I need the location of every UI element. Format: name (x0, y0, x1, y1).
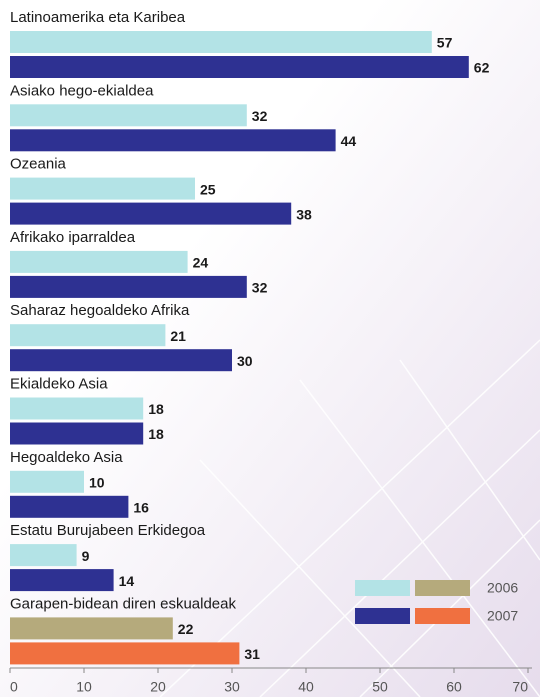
value-label: 38 (296, 206, 312, 222)
bar (10, 349, 232, 372)
legend-swatch (415, 608, 470, 624)
category-label: Asiako hego-ekialdea (10, 82, 154, 99)
bar (10, 202, 292, 225)
bar (10, 31, 432, 53)
x-tick-label: 10 (76, 679, 92, 695)
bar (10, 250, 188, 273)
value-label: 9 (82, 548, 90, 564)
value-label: 31 (244, 646, 260, 662)
legend-label: 2007 (487, 608, 518, 624)
category-label: Ozeania (10, 156, 67, 173)
value-label: 44 (341, 133, 357, 149)
value-label: 18 (148, 426, 164, 442)
bar (10, 275, 247, 298)
value-label: 16 (133, 500, 149, 516)
x-tick-label: 70 (512, 679, 528, 695)
value-label: 21 (170, 328, 186, 344)
value-label: 30 (237, 353, 253, 369)
bar (10, 177, 195, 200)
value-label: 62 (474, 60, 490, 76)
bar (10, 104, 247, 127)
bar (10, 470, 84, 493)
x-tick-label: 20 (150, 679, 166, 695)
bar (10, 544, 77, 567)
bar (10, 422, 144, 445)
category-label: Afrikako iparraldea (10, 229, 136, 246)
value-label: 25 (200, 181, 216, 197)
category-label: Ekialdeko Asia (10, 375, 108, 392)
x-tick-label: 30 (224, 679, 240, 695)
value-label: 22 (178, 621, 194, 637)
category-label: Hegoaldeko Asia (10, 449, 123, 466)
legend-swatch (355, 608, 410, 624)
x-tick-label: 60 (446, 679, 462, 695)
legend-label: 2006 (487, 580, 518, 596)
legend-swatch (355, 580, 410, 596)
value-label: 57 (437, 35, 453, 51)
x-tick-label: 40 (298, 679, 314, 695)
bar (10, 324, 166, 347)
bar (10, 397, 144, 420)
value-label: 32 (252, 108, 268, 124)
bar (10, 129, 336, 152)
value-label: 24 (193, 255, 209, 271)
x-tick-label: 0 (10, 679, 18, 695)
value-label: 10 (89, 475, 105, 491)
x-tick-label: 50 (372, 679, 388, 695)
bar (10, 569, 114, 592)
value-label: 18 (148, 401, 164, 417)
legend-swatch (415, 580, 470, 596)
category-label: Saharaz hegoaldeko Afrika (10, 302, 190, 319)
category-label: Estatu Burujabeen Erkidegoa (10, 522, 206, 539)
category-label: Latinoamerika eta Karibea (10, 9, 186, 26)
value-label: 32 (252, 280, 268, 296)
bar (10, 642, 240, 665)
bar (10, 56, 469, 78)
value-label: 14 (119, 573, 135, 589)
category-label: Garapen-bidean diren eskualdeak (10, 595, 236, 612)
bar (10, 617, 173, 640)
bar (10, 495, 129, 518)
